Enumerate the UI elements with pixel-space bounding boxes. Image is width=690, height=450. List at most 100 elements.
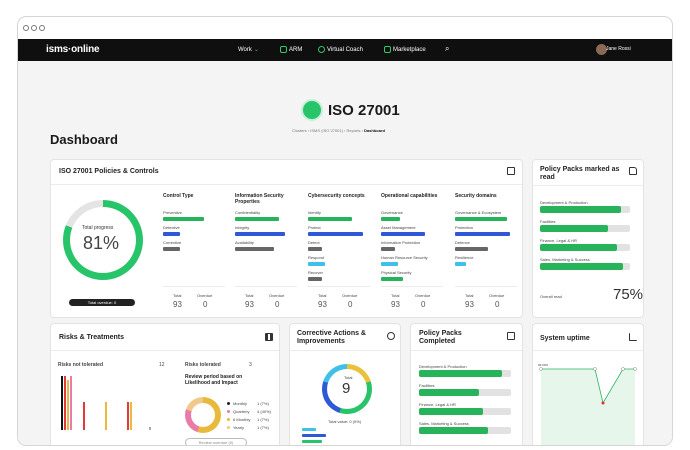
pack-bar[interactable] [419,370,502,377]
control-item-bar[interactable] [455,232,510,236]
control-item-label: Information Protection [381,240,421,245]
pack-bar[interactable] [540,263,623,270]
gauge-icon[interactable] [387,332,395,340]
review-period-title: Review period based on Likelihood and Im… [185,374,243,386]
document-icon[interactable] [507,332,515,340]
control-item-bar[interactable] [381,232,425,236]
document-icon[interactable] [629,167,637,175]
corrective-actions-card: Corrective Actions & Improvements Total … [289,323,401,445]
iso-badge-icon [301,99,323,121]
divider [51,184,522,185]
risk-bar[interactable] [105,402,107,430]
page-title: Dashboard [50,132,118,147]
total-value: 93 [465,300,474,309]
risk-bar[interactable] [130,402,132,430]
control-item-bar[interactable] [308,217,352,221]
uptime-point[interactable] [601,401,605,405]
control-item-label: Corrective [163,240,182,245]
risk-bar[interactable] [70,376,72,430]
uptime-point[interactable] [539,367,543,371]
crumb-reports[interactable]: Reports [346,128,361,133]
packs-read-title: Policy Packs marked as read [540,166,620,181]
corrective-legend-bar [302,434,326,437]
window-close-dot[interactable] [23,25,29,31]
overdue-label: Overdue [342,293,358,298]
divider [163,286,225,287]
nav-marketplace[interactable]: Marketplace [384,46,426,53]
uptime-ymax-label: 99.99% [538,363,549,367]
control-item-label: Protect [308,225,321,230]
control-item-bar[interactable] [381,277,403,281]
control-item-bar[interactable] [308,277,322,281]
pack-bar[interactable] [419,408,483,415]
risk-bar[interactable] [67,380,69,430]
window-minimize-dot[interactable] [31,25,37,31]
pack-bar[interactable] [419,427,488,434]
coach-icon [318,46,325,53]
risk-bar[interactable] [64,376,66,430]
overdue-label: Overdue [489,293,505,298]
control-item-bar[interactable] [163,217,204,221]
pack-bar[interactable] [419,389,479,396]
pack-bar[interactable] [540,225,608,232]
control-item-label: Governance & Ecosystem [455,210,502,215]
control-item-bar[interactable] [455,262,466,266]
uptime-area [541,369,635,445]
risk-bar[interactable] [127,402,129,430]
risk-bar[interactable] [61,376,63,430]
packs-completed-card: Policy Packs Completed Development & Pro… [410,323,523,445]
control-item-label: Detective [163,225,180,230]
control-item-bar[interactable] [235,247,274,251]
control-item-bar[interactable] [381,217,400,221]
divider [51,350,279,351]
control-item-bar[interactable] [455,217,507,221]
uptime-point[interactable] [621,367,625,371]
brand-logo[interactable]: isms·online [46,44,100,55]
legend-dot [227,402,230,405]
divider [308,286,370,287]
nav-work[interactable]: Work ⌄ [238,46,259,54]
overdue-value: 0 [275,300,280,309]
control-item-bar[interactable] [308,247,322,251]
user-name[interactable]: Jane Rossi [606,46,631,52]
control-item-bar[interactable] [308,262,325,266]
crumb-isms[interactable]: ISMS (ISO 27001) [310,128,343,133]
control-item-bar[interactable] [235,232,285,236]
risks-not-tolerated-value: 12 [159,362,165,368]
control-item-bar[interactable] [163,232,180,236]
column-heading: Control Type [163,193,194,199]
control-item-label: Physical Security [381,270,412,275]
uptime-point[interactable] [633,367,637,371]
page-heading: ISO 27001 [328,102,400,119]
control-item-bar[interactable] [235,217,279,221]
risk-bar[interactable] [149,427,151,430]
crumb-clusters[interactable]: Clusters [292,128,307,133]
uptime-card: System uptime 99.99% [532,323,644,445]
control-item-bar[interactable] [455,247,488,251]
qr-icon[interactable] [265,333,273,341]
control-item-bar[interactable] [381,262,398,266]
pack-bar[interactable] [540,244,617,251]
control-item-bar[interactable] [163,247,180,251]
total-label: Total [391,293,400,298]
control-item-bar[interactable] [381,247,395,251]
map-icon[interactable] [507,167,515,175]
avatar[interactable] [596,44,607,55]
control-item-label: Availability [235,240,254,245]
window-maximize-dot[interactable] [39,25,45,31]
total-value: 93 [173,300,182,309]
control-item-label: Preventive [163,210,182,215]
search-icon[interactable]: ⌕ [445,44,450,53]
pack-bar[interactable] [540,206,621,213]
divider [533,185,643,186]
risk-bar[interactable] [83,402,85,430]
control-item-label: Asset Management [381,225,416,230]
nav-virtual-coach[interactable]: Virtual Coach [318,46,363,53]
total-label: Total [465,293,474,298]
control-item-bar[interactable] [308,232,363,236]
review-overdue-button[interactable]: Review overdue (0) [185,438,247,445]
nav-arm[interactable]: ARM [280,46,302,53]
arm-icon [280,46,287,53]
line-chart-icon[interactable] [629,333,637,341]
uptime-point[interactable] [593,367,597,371]
